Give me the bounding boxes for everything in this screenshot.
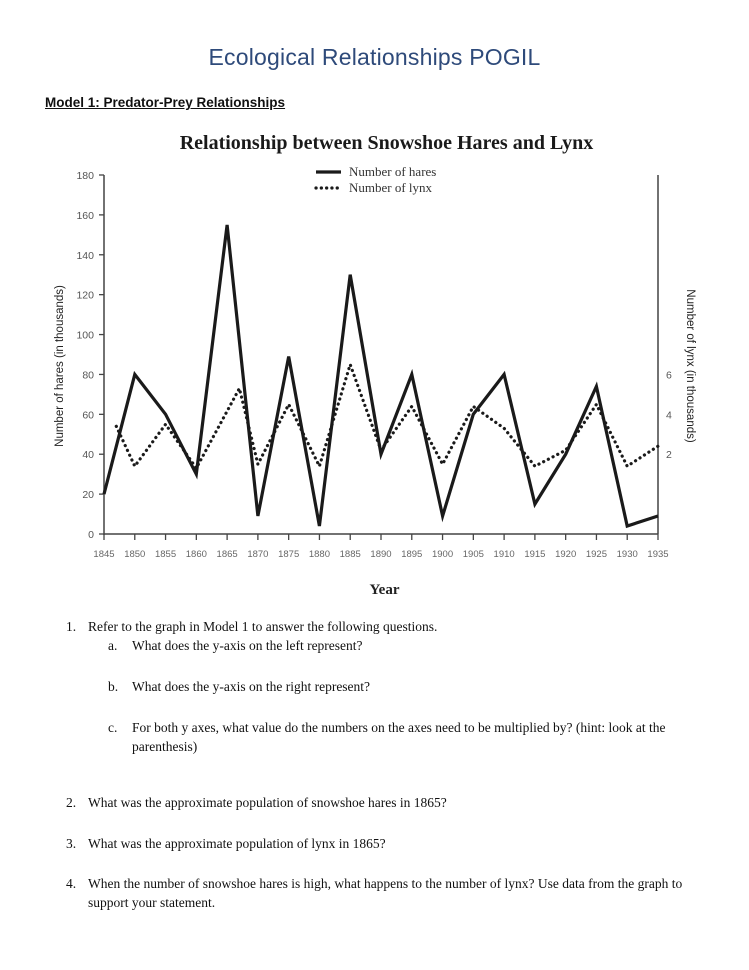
question-1: 1. Refer to the graph in Model 1 to answ… bbox=[66, 617, 706, 636]
x-tick-label: 1895 bbox=[401, 549, 422, 560]
question-number: 3. bbox=[66, 836, 77, 851]
hares-line bbox=[102, 224, 659, 529]
x-tick-label: 1845 bbox=[93, 549, 114, 560]
lynx-line bbox=[114, 359, 660, 472]
question-number: 4. bbox=[66, 876, 77, 891]
x-tick-label: 1930 bbox=[617, 549, 638, 560]
question-text: Refer to the graph in Model 1 to answer … bbox=[88, 619, 438, 634]
model-heading: Model 1: Predator-Prey Relationships bbox=[45, 95, 286, 110]
x-tick-label: 1910 bbox=[494, 549, 515, 560]
question-number: 1. bbox=[66, 619, 77, 634]
question-number: c. bbox=[108, 720, 118, 735]
question-4: 4. When the number of snowshoe hares is … bbox=[66, 874, 706, 912]
y-tick-label-left: 180 bbox=[76, 170, 94, 182]
chart: 0 20 40 60 80 100 120 140 160 180 1845 1850 1855 1860… bbox=[76, 164, 672, 560]
question-text: What was the approximate population of l… bbox=[88, 836, 386, 851]
chart-series bbox=[102, 224, 660, 529]
question-text: What does the y-axis on the right repres… bbox=[132, 679, 371, 694]
y-tick-label-left: 100 bbox=[76, 330, 94, 342]
question-text: What does the y-axis on the left represe… bbox=[132, 638, 363, 653]
y-axis-left-label: Number of hares (in thousands) bbox=[54, 285, 66, 447]
y-tick-label-left: 160 bbox=[76, 210, 94, 222]
x-tick-label: 1880 bbox=[309, 549, 330, 560]
question-number: b. bbox=[108, 679, 119, 694]
x-tick-label: 1850 bbox=[124, 549, 145, 560]
y-tick-label-left: 0 bbox=[88, 529, 94, 541]
question-1b: b. What does the y-axis on the right rep… bbox=[108, 677, 708, 696]
y-tick-label-right: 2 bbox=[666, 449, 672, 461]
y-tick-label-left: 40 bbox=[82, 449, 94, 461]
question-2: 2. What was the approximate population o… bbox=[66, 793, 706, 812]
x-axis-label: Year bbox=[369, 582, 400, 598]
y-tick-label-right: 4 bbox=[666, 409, 672, 421]
x-tick-label: 1920 bbox=[555, 549, 576, 560]
x-tick-label: 1890 bbox=[370, 549, 391, 560]
x-tick-label: 1900 bbox=[432, 549, 453, 560]
y-tick-label-left: 20 bbox=[82, 489, 94, 501]
y-tick-label-right: 6 bbox=[666, 369, 672, 381]
chart-title: Relationship between Snowshoe Hares and … bbox=[179, 132, 594, 154]
x-tick-label: 1915 bbox=[524, 549, 545, 560]
question-1a: a. What does the y-axis on the left repr… bbox=[108, 636, 708, 655]
legend-label: Number of lynx bbox=[349, 180, 433, 195]
y-tick-label-left: 140 bbox=[76, 250, 94, 262]
legend-label: Number of hares bbox=[349, 164, 436, 179]
x-tick-label: 1875 bbox=[278, 549, 299, 560]
x-tick-label: 1865 bbox=[217, 549, 238, 560]
question-text: For both y axes, what value do the numbe… bbox=[132, 720, 666, 754]
question-number: a. bbox=[108, 638, 118, 653]
question-text: When the number of snowshoe hares is hig… bbox=[88, 876, 683, 910]
x-tick-label: 1885 bbox=[340, 549, 361, 560]
y-tick-label-left: 60 bbox=[82, 409, 94, 421]
y-tick-label-left: 120 bbox=[76, 290, 94, 302]
question-text: What was the approximate population of s… bbox=[88, 795, 447, 810]
x-tick-label: 1925 bbox=[586, 549, 607, 560]
x-tick-label: 1870 bbox=[247, 549, 268, 560]
question-number: 2. bbox=[66, 795, 77, 810]
x-tick-label: 1855 bbox=[155, 549, 176, 560]
y-axis-right-label: Number of lynx (in thousands) bbox=[684, 289, 696, 443]
x-tick-label: 1935 bbox=[647, 549, 668, 560]
chart-axes: 0 20 40 60 80 100 120 140 160 180 1845 1850 1855 1860… bbox=[76, 170, 672, 560]
y-tick-label-left: 80 bbox=[82, 369, 94, 381]
document-title: Ecological Relationships POGIL bbox=[208, 44, 541, 70]
question-3: 3. What was the approximate population o… bbox=[66, 834, 706, 853]
question-1c: c. For both y axes, what value do the nu… bbox=[108, 718, 688, 756]
x-tick-label: 1905 bbox=[463, 549, 484, 560]
x-tick-label: 1860 bbox=[186, 549, 207, 560]
